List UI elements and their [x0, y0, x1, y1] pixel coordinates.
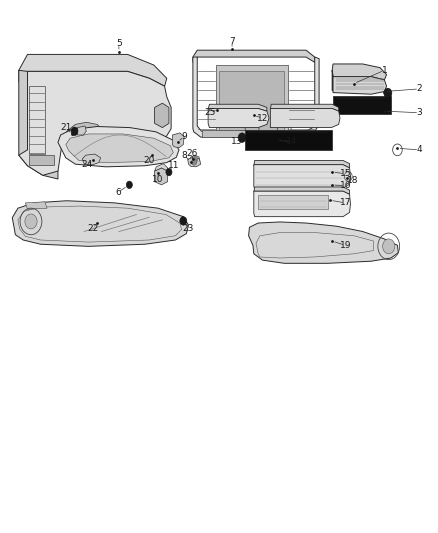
Polygon shape	[208, 109, 269, 127]
Text: 5: 5	[116, 39, 122, 49]
Polygon shape	[270, 104, 339, 111]
Polygon shape	[66, 134, 173, 163]
Polygon shape	[333, 77, 387, 94]
Polygon shape	[190, 155, 200, 164]
Text: 22: 22	[87, 224, 99, 233]
Polygon shape	[249, 222, 398, 263]
Circle shape	[166, 168, 172, 176]
Polygon shape	[215, 65, 288, 133]
Text: 16: 16	[339, 181, 351, 190]
Polygon shape	[155, 103, 169, 127]
Polygon shape	[82, 154, 101, 165]
Circle shape	[383, 239, 395, 254]
Polygon shape	[258, 195, 328, 209]
Polygon shape	[67, 122, 110, 158]
Text: 13: 13	[231, 138, 242, 147]
Polygon shape	[155, 168, 168, 185]
Polygon shape	[58, 126, 179, 167]
Polygon shape	[254, 160, 350, 168]
Circle shape	[25, 214, 37, 229]
Circle shape	[238, 133, 246, 142]
Polygon shape	[245, 130, 332, 150]
Text: 2: 2	[417, 84, 422, 93]
Circle shape	[180, 216, 187, 225]
Text: 1: 1	[381, 66, 387, 75]
Polygon shape	[12, 201, 188, 246]
Text: 15: 15	[339, 169, 351, 178]
Text: 25: 25	[205, 108, 216, 117]
Polygon shape	[29, 155, 53, 165]
Circle shape	[384, 88, 392, 98]
Polygon shape	[332, 64, 387, 80]
Text: 23: 23	[183, 224, 194, 233]
Polygon shape	[332, 70, 333, 91]
Text: 6: 6	[115, 188, 121, 197]
Polygon shape	[219, 71, 284, 130]
Text: 18: 18	[347, 175, 359, 184]
Circle shape	[191, 159, 197, 165]
Text: 12: 12	[257, 114, 268, 123]
Polygon shape	[193, 57, 319, 137]
Polygon shape	[254, 191, 350, 216]
Text: 19: 19	[339, 241, 351, 250]
Polygon shape	[270, 109, 340, 127]
Polygon shape	[208, 104, 267, 111]
Text: 3: 3	[417, 108, 422, 117]
Polygon shape	[254, 165, 350, 188]
Polygon shape	[173, 133, 184, 148]
Circle shape	[71, 127, 78, 135]
Text: 20: 20	[144, 156, 155, 165]
Text: 11: 11	[168, 161, 179, 170]
Polygon shape	[187, 157, 201, 167]
Text: 14: 14	[286, 138, 298, 147]
Text: 9: 9	[181, 132, 187, 141]
Text: 24: 24	[81, 160, 92, 169]
Text: 17: 17	[339, 198, 351, 207]
Polygon shape	[155, 164, 168, 171]
Polygon shape	[193, 50, 315, 62]
Polygon shape	[19, 70, 58, 179]
Polygon shape	[201, 130, 306, 137]
Polygon shape	[25, 202, 47, 209]
Text: 8: 8	[181, 151, 187, 160]
Circle shape	[192, 156, 198, 163]
Text: 4: 4	[417, 146, 422, 155]
Polygon shape	[19, 54, 167, 86]
Polygon shape	[76, 126, 86, 135]
Polygon shape	[254, 187, 350, 195]
Text: 10: 10	[152, 174, 164, 183]
Polygon shape	[333, 96, 391, 114]
Text: 7: 7	[229, 37, 235, 46]
Polygon shape	[19, 71, 171, 175]
Text: 26: 26	[186, 149, 198, 158]
Circle shape	[126, 181, 132, 189]
Text: 21: 21	[60, 123, 71, 132]
